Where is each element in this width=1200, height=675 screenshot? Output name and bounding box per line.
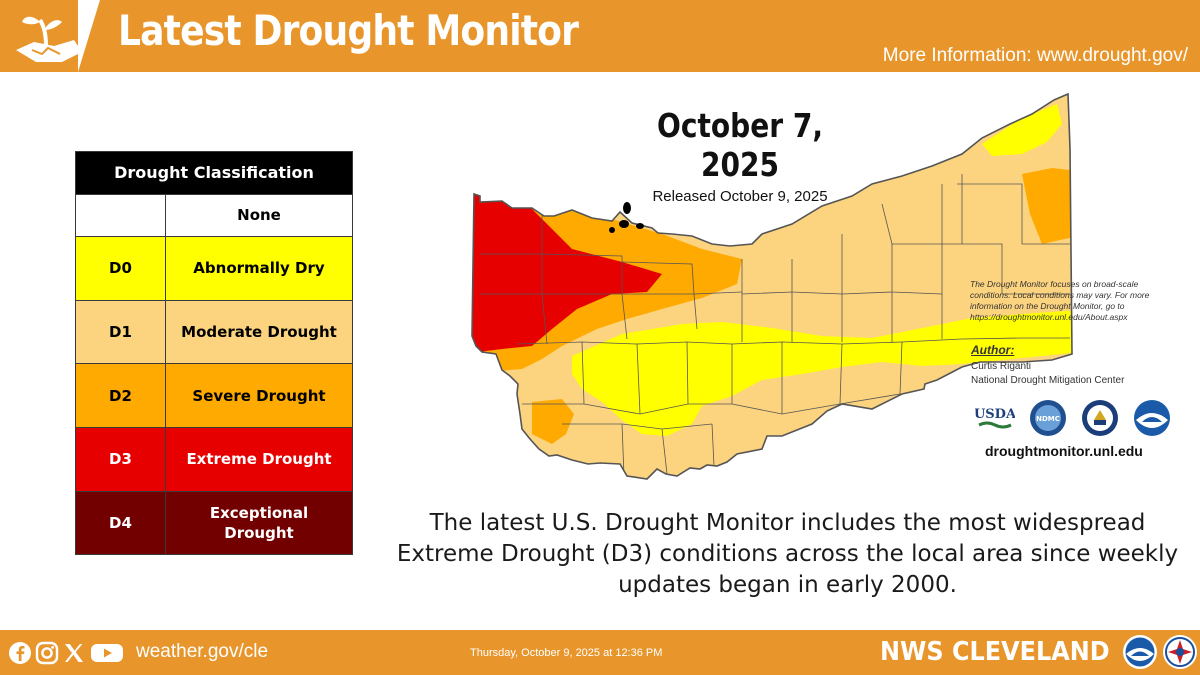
youtube-icon[interactable] xyxy=(90,641,124,665)
facebook-icon[interactable] xyxy=(8,641,32,665)
page-title: Latest Drought Monitor xyxy=(118,6,579,55)
footer-timestamp: Thursday, October 9, 2025 at 12:36 PM xyxy=(470,647,663,659)
svg-text:NDMC: NDMC xyxy=(1036,415,1060,423)
d0-area-ne xyxy=(982,104,1062,156)
legend-label: Abnormally Dry xyxy=(193,259,325,278)
svg-text:USDA: USDA xyxy=(975,407,1015,422)
footer-bar: weather.gov/cle Thursday, October 9, 202… xyxy=(0,630,1200,675)
legend-label: Severe Drought xyxy=(192,386,326,405)
caption-text: The latest U.S. Drought Monitor includes… xyxy=(396,510,1179,598)
ndmc-logo-icon: NDMC xyxy=(1030,400,1066,436)
author-label: Author: xyxy=(971,343,1015,357)
legend-label: Moderate Drought xyxy=(181,322,337,341)
region-outline xyxy=(471,92,1073,480)
legend-code: D1 xyxy=(76,300,166,364)
footer-website-link[interactable]: weather.gov/cle xyxy=(136,641,269,662)
x-icon[interactable] xyxy=(62,641,86,665)
map-date-block: October 7, 2025 Released October 9, 2025 xyxy=(620,106,860,205)
legend-label: None xyxy=(237,206,281,225)
legend-code: D0 xyxy=(76,237,166,300)
d0-area xyxy=(572,310,1072,436)
map-date: October 7, 2025 xyxy=(656,106,824,184)
author-name: Curtis Riganti xyxy=(971,361,1032,372)
legend-row-d2: D2 Severe Drought xyxy=(76,363,352,428)
doc-seal-icon xyxy=(1082,400,1118,436)
d2-area-sw xyxy=(532,399,574,444)
legend-code xyxy=(76,195,166,236)
noaa-footer-logo-icon xyxy=(1123,635,1157,669)
noaa-logo-icon xyxy=(1134,400,1170,436)
legend-code: D3 xyxy=(76,428,166,491)
lake-islands xyxy=(609,202,644,233)
legend-label: Extreme Drought xyxy=(186,450,332,469)
legend-row-d0: D0 Abnormally Dry xyxy=(76,236,352,300)
legend-row-d3: D3 Extreme Drought xyxy=(76,427,352,491)
nws-footer-logo-icon xyxy=(1163,635,1197,669)
legend-label: Exceptional Drought xyxy=(209,503,309,543)
map-release-date: Released October 9, 2025 xyxy=(652,188,828,205)
legend-code: D4 xyxy=(76,491,166,555)
legend-row-d4: D4 Exceptional Drought xyxy=(76,490,352,555)
nws-office-name: NWS CLEVELAND xyxy=(880,637,1110,667)
droughtmonitor-url[interactable]: droughtmonitor.unl.edu xyxy=(985,443,1143,459)
instagram-icon[interactable] xyxy=(35,641,59,665)
legend-heading: Drought Classification xyxy=(76,152,352,194)
header-divider xyxy=(78,0,100,72)
legend-row-d1: D1 Moderate Drought xyxy=(76,299,352,364)
drought-map xyxy=(471,92,1073,480)
map-note: The Drought Monitor focuses on broad-sca… xyxy=(970,279,1150,323)
more-info-link[interactable]: More Information: www.drought.gov/ xyxy=(882,45,1188,66)
county-lines xyxy=(480,174,1070,477)
header-bar: Latest Drought Monitor More Information:… xyxy=(0,0,1200,72)
legend-code: D2 xyxy=(76,364,166,428)
usda-logo-icon: USDA xyxy=(975,407,1015,429)
legend-row-none: None xyxy=(76,194,352,236)
drought-legend: Drought Classification None D0 Abnormally … xyxy=(75,151,353,556)
author-org: National Drought Mitigation Center xyxy=(971,375,1125,386)
d3-area xyxy=(472,184,662,354)
drought-plant-icon xyxy=(10,6,82,66)
